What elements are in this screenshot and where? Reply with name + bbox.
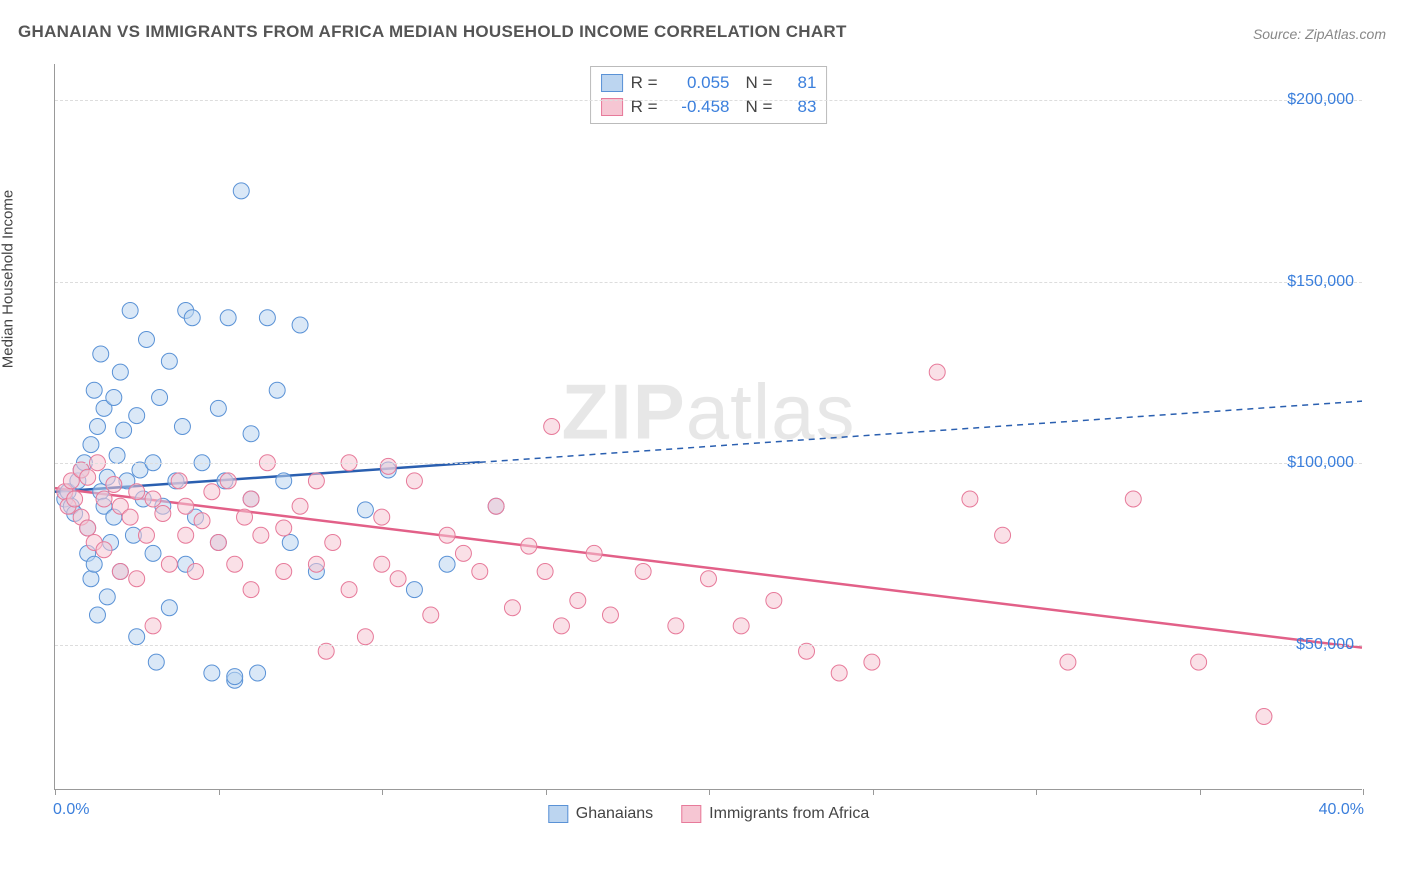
x-tick: [546, 789, 547, 795]
source-prefix: Source:: [1253, 26, 1305, 42]
chart-title: GHANAIAN VS IMMIGRANTS FROM AFRICA MEDIA…: [18, 22, 847, 42]
x-tick: [1036, 789, 1037, 795]
watermark: ZIPatlas: [561, 367, 855, 458]
legend-item: Ghanaians: [548, 805, 653, 823]
legend-r-value: 0.055: [666, 73, 730, 93]
legend-stats-row: R = 0.055 N = 81: [601, 71, 817, 95]
legend-r-label: R =: [631, 73, 658, 93]
gridline-h: [55, 463, 1362, 464]
legend-series: Ghanaians Immigrants from Africa: [548, 805, 869, 823]
legend-stats-row: R = -0.458 N = 83: [601, 95, 817, 119]
y-tick-label: $50,000: [1296, 636, 1354, 654]
y-tick-label: $150,000: [1287, 273, 1354, 291]
gridline-h: [55, 100, 1362, 101]
plot-area: ZIPatlas R = 0.055 N = 81 R = -0.458 N =…: [54, 64, 1362, 790]
legend-label: Immigrants from Africa: [709, 805, 869, 823]
legend-stats: R = 0.055 N = 81 R = -0.458 N = 83: [590, 66, 828, 124]
legend-item: Immigrants from Africa: [681, 805, 869, 823]
watermark-bold: ZIP: [561, 368, 685, 456]
correlation-chart: Median Household Income ZIPatlas R = 0.0…: [44, 64, 1362, 834]
legend-swatch: [681, 805, 701, 823]
x-tick: [873, 789, 874, 795]
legend-label: Ghanaians: [576, 805, 653, 823]
source-name: ZipAtlas.com: [1305, 26, 1386, 42]
legend-swatch: [601, 74, 623, 92]
source-attribution: Source: ZipAtlas.com: [1253, 26, 1386, 42]
watermark-light: atlas: [686, 368, 856, 456]
x-tick-label: 40.0%: [1319, 801, 1364, 819]
y-tick-label: $200,000: [1287, 91, 1354, 109]
x-tick: [1200, 789, 1201, 795]
y-axis-label: Median Household Income: [0, 190, 17, 368]
y-tick-label: $100,000: [1287, 454, 1354, 472]
x-tick: [1363, 789, 1364, 795]
x-tick: [219, 789, 220, 795]
gridline-h: [55, 645, 1362, 646]
legend-n-value: 81: [780, 73, 816, 93]
x-tick: [382, 789, 383, 795]
x-tick: [709, 789, 710, 795]
legend-swatch: [548, 805, 568, 823]
x-tick-label: 0.0%: [53, 801, 89, 819]
gridline-h: [55, 282, 1362, 283]
legend-n-label: N =: [746, 73, 773, 93]
x-tick: [55, 789, 56, 795]
